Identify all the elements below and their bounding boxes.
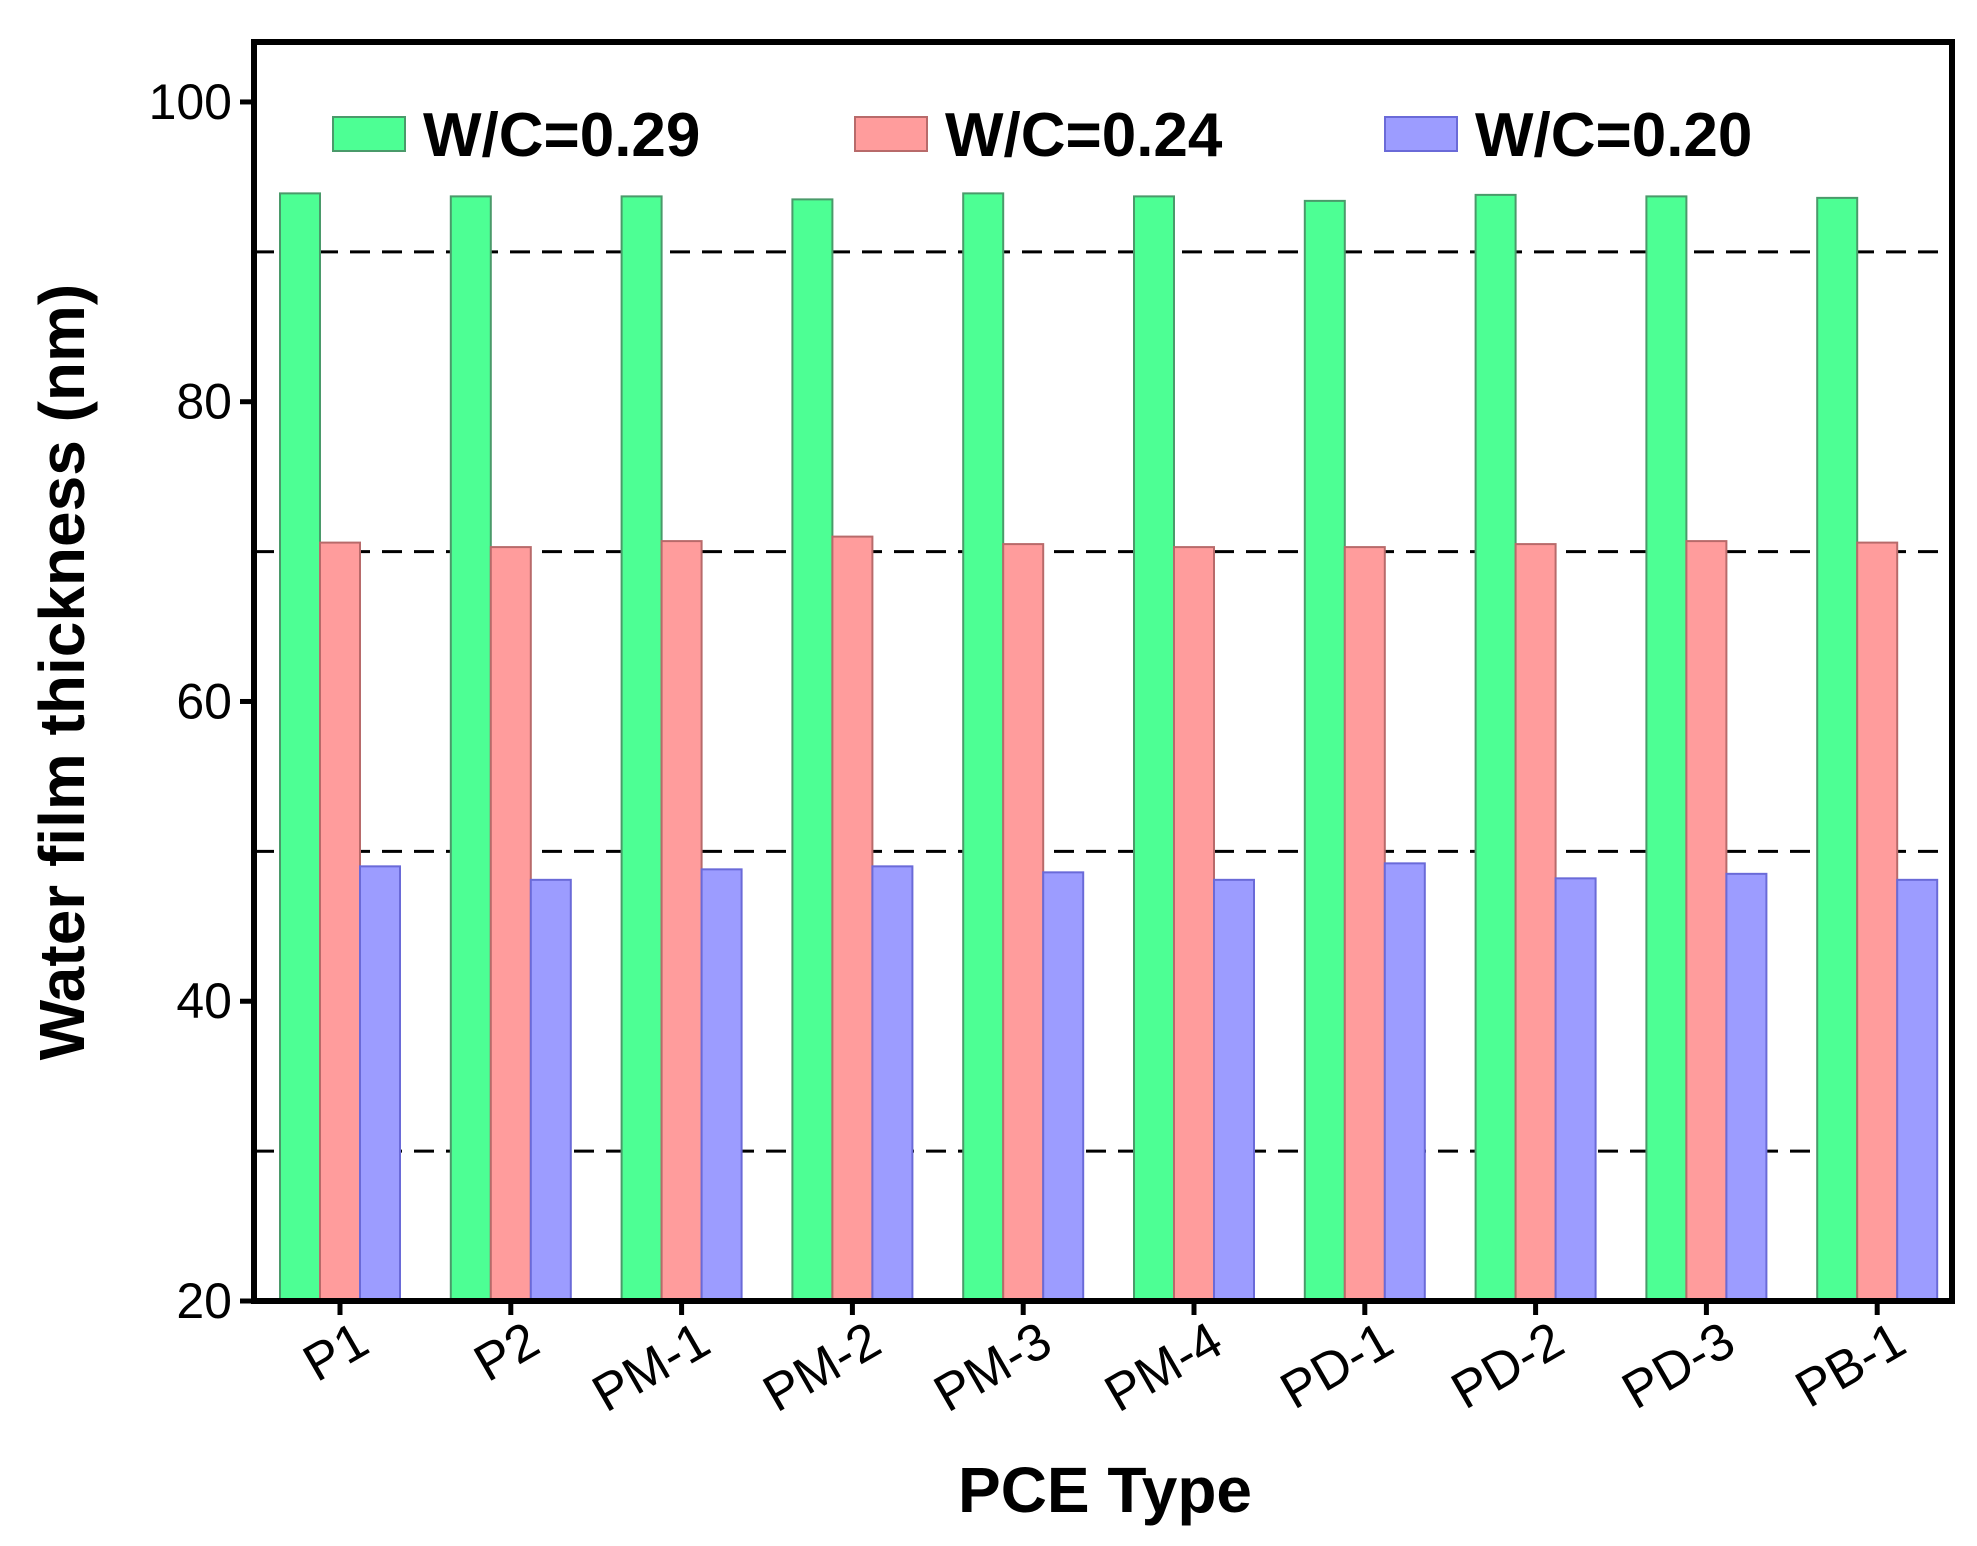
legend-swatch [1384,116,1458,152]
x-tick-label: P2 [465,1311,549,1393]
legend-swatch [854,116,928,152]
bars [279,192,1939,1303]
x-tick-label: PM-1 [583,1311,720,1423]
y-tick-label: 100 [149,74,232,130]
y-tick-label: 80 [176,374,232,430]
y-tick-label: 60 [176,673,232,729]
y-axis: 20 40 60 80 100 [149,74,254,1329]
x-tick-label: P1 [294,1311,378,1393]
bar [489,546,532,1302]
bar [660,540,703,1302]
legend-label: W/C=0.20 [1475,101,1752,170]
bar [1383,862,1426,1302]
y-axis-title: Water film thickness (nm) [26,284,98,1060]
bar [1133,195,1175,1302]
bar [319,541,361,1302]
bar [1173,546,1215,1302]
bar [1896,878,1939,1302]
bar [831,535,874,1302]
x-tick-label: PD-3 [1613,1311,1745,1420]
bar [359,865,401,1302]
bar [871,865,914,1302]
bar [1514,543,1557,1302]
x-tick-label: PB-1 [1786,1311,1915,1419]
x-tick-label: PD-2 [1442,1311,1574,1420]
x-tick-label: PM-3 [925,1311,1062,1423]
x-axis: P1 P2 PM-1 PM-2 PM-3 PM-4 PD-1 PD-2 PD-3 PB-1 [294,1301,1915,1424]
bar [279,192,321,1302]
bar [791,198,834,1302]
bar [700,868,743,1302]
bar [1685,540,1728,1302]
bar [1343,546,1386,1302]
legend-swatch [332,116,406,152]
bar [1856,541,1899,1302]
bar [1474,193,1517,1303]
legend-label: W/C=0.29 [423,101,700,170]
legend-label: W/C=0.24 [945,101,1223,170]
x-axis-title: PCE Type [958,1454,1252,1526]
x-tick-label: PM-2 [754,1311,891,1423]
bar [620,195,663,1302]
x-tick-label: PM-4 [1095,1311,1232,1423]
bar [1303,199,1346,1303]
legend: W/C=0.29 W/C=0.24 W/C=0.20 [332,101,1752,170]
y-tick-label: 40 [176,973,232,1029]
bar [449,195,492,1302]
x-tick-label: PD-1 [1271,1311,1403,1420]
bar [1554,877,1597,1302]
bar [1042,871,1085,1302]
bar [1725,872,1768,1302]
bar [529,878,572,1302]
bar [1213,878,1255,1302]
bar [1645,195,1688,1302]
bar [1816,196,1859,1302]
y-tick-label: 20 [176,1273,232,1329]
bar [962,192,1005,1302]
plot-frame [251,39,1955,1304]
bar [1002,543,1045,1302]
